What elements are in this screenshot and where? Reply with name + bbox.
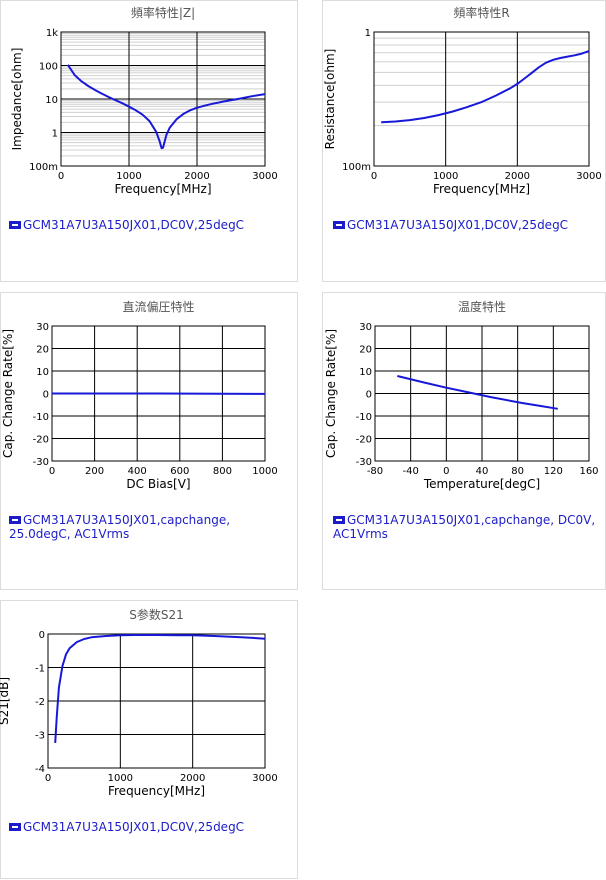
legend: GCM31A7U3A150JX01,DC0V,25degC xyxy=(9,218,244,232)
x-tick-label: 40 xyxy=(476,466,489,477)
x-tick-label: 800 xyxy=(213,466,232,477)
plot-frame xyxy=(374,32,589,166)
legend: GCM31A7U3A150JX01,capchange, DC0V,AC1Vrm… xyxy=(333,513,595,541)
legend: GCM31A7U3A150JX01,DC0V,25degC xyxy=(9,820,244,834)
y-axis-label: Cap. Change Rate[%] xyxy=(324,329,338,458)
x-tick-label: 0 xyxy=(58,171,64,182)
chart-title: 頻率特性R xyxy=(453,5,509,20)
y-tick-label: -3 xyxy=(35,731,45,742)
y-tick-label: -20 xyxy=(356,435,372,446)
y-tick-label: 0 xyxy=(39,630,45,641)
series-line xyxy=(55,635,265,743)
legend-swatch-icon xyxy=(9,516,21,524)
y-tick-label: -30 xyxy=(356,457,372,468)
chart-panel-resistance: 頻率特性R 0 1000 2000 3000 1 100m Frequency[MHz] Res… xyxy=(322,0,606,282)
y-axis-label: Resistance[ohm] xyxy=(323,49,337,150)
x-tick-label: 120 xyxy=(544,466,563,477)
x-axis-label: Frequency[MHz] xyxy=(114,182,211,196)
chart-title: 頻率特性|Z| xyxy=(131,5,195,20)
y-tick-label: -20 xyxy=(33,435,49,446)
x-tick-label: 0 xyxy=(371,171,377,182)
y-tick-label: 10 xyxy=(45,95,58,106)
x-tick-label: -40 xyxy=(402,466,418,477)
impedance-chart: 頻率特性|Z| 0 1000 2000 3000 1k 100 10 1 100m Frequenc… xyxy=(1,1,299,283)
y-tick-label: 100m xyxy=(342,162,371,173)
x-tick-label: 2000 xyxy=(180,773,205,784)
chart-title: 直流偏圧特性 xyxy=(122,299,194,314)
x-axis-label: DC Bias[V] xyxy=(126,477,190,491)
y-axis-label: S21[dB] xyxy=(0,677,11,725)
y-tick-label: 20 xyxy=(359,345,372,356)
y-tick-label: 100m xyxy=(29,162,58,173)
y-tick-label: 0 xyxy=(43,390,49,401)
y-tick-label: 1 xyxy=(52,129,58,140)
x-tick-label: 1000 xyxy=(116,171,141,182)
legend-swatch-icon xyxy=(9,221,21,229)
x-tick-label: 600 xyxy=(170,466,189,477)
legend: GCM31A7U3A150JX01,capchange,25.0degC, AC… xyxy=(9,513,230,541)
series-line xyxy=(397,376,558,409)
legend-text: 25.0degC, AC1Vrms xyxy=(9,527,129,541)
x-axis-label: Temperature[degC] xyxy=(423,477,540,491)
chart-panel-s21: S参数S21 0 1000 2000 3000 0 -1 -2 -3 -4 Frequency[MH… xyxy=(0,600,298,879)
y-tick-label: -1 xyxy=(35,664,45,675)
chart-panel-dc-bias: 直流偏圧特性 0 200 400 600 800 1000 30 20 10 0 -10 -20 -30 D… xyxy=(0,292,298,590)
legend-swatch-icon xyxy=(9,823,21,831)
legend-text: AC1Vrms xyxy=(333,527,388,541)
legend: GCM31A7U3A150JX01,DC0V,25degC xyxy=(333,218,568,232)
x-axis-label: Frequency[MHz] xyxy=(433,182,530,196)
legend-text: GCM31A7U3A150JX01,DC0V,25degC xyxy=(23,218,244,232)
x-tick-label: 400 xyxy=(128,466,147,477)
x-tick-label: 200 xyxy=(85,466,104,477)
x-axis-label: Frequency[MHz] xyxy=(108,784,205,798)
y-tick-label: -10 xyxy=(33,412,49,423)
x-tick-label: 2000 xyxy=(184,171,209,182)
x-tick-label: 2000 xyxy=(505,171,530,182)
y-tick-label: 30 xyxy=(36,322,49,333)
y-tick-label: 30 xyxy=(359,322,372,333)
x-tick-label: 0 xyxy=(443,466,449,477)
x-tick-label: 0 xyxy=(45,773,51,784)
legend-text: GCM31A7U3A150JX01,capchange, DC0V, xyxy=(347,513,595,527)
x-tick-label: 3000 xyxy=(252,171,277,182)
x-tick-label: 1000 xyxy=(252,466,277,477)
y-tick-label: 1 xyxy=(365,28,371,39)
x-tick-label: 3000 xyxy=(252,773,277,784)
y-axis-label: Cap. Change Rate[%] xyxy=(1,329,15,458)
y-tick-label: -2 xyxy=(35,697,45,708)
x-tick-label: 160 xyxy=(579,466,598,477)
legend-swatch-icon xyxy=(333,221,345,229)
y-tick-label: 0 xyxy=(366,390,372,401)
chart-panel-impedance: 頻率特性|Z| 0 1000 2000 3000 1k 100 10 1 100m Frequenc… xyxy=(0,0,298,282)
y-tick-label: 10 xyxy=(359,367,372,378)
s21-chart: S参数S21 0 1000 2000 3000 0 -1 -2 -3 -4 Frequency[MH… xyxy=(1,601,299,880)
y-tick-label: -4 xyxy=(35,764,45,775)
chart-title: 温度特性 xyxy=(458,299,506,314)
x-tick-label: 1000 xyxy=(433,171,458,182)
y-tick-label: 100 xyxy=(39,62,58,73)
chart-title: S参数S21 xyxy=(129,607,184,622)
resistance-chart: 頻率特性R 0 1000 2000 3000 1 100m Frequency[MHz] Res… xyxy=(323,1,606,283)
x-tick-label: 80 xyxy=(511,466,524,477)
y-tick-label: 20 xyxy=(36,345,49,356)
legend-swatch-icon xyxy=(333,516,345,524)
y-tick-label: -30 xyxy=(33,457,49,468)
y-tick-label: 1k xyxy=(46,28,58,39)
y-tick-label: -10 xyxy=(356,412,372,423)
y-tick-label: 10 xyxy=(36,367,49,378)
x-tick-label: 0 xyxy=(49,466,55,477)
legend-text: GCM31A7U3A150JX01,DC0V,25degC xyxy=(347,218,568,232)
x-tick-label: 1000 xyxy=(108,773,133,784)
y-axis-label: Impedance[ohm] xyxy=(10,48,24,151)
x-tick-label: 3000 xyxy=(576,171,601,182)
dc-bias-chart: 直流偏圧特性 0 200 400 600 800 1000 30 20 10 0 -10 -20 -30 D… xyxy=(1,293,299,591)
legend-text: GCM31A7U3A150JX01,DC0V,25degC xyxy=(23,820,244,834)
legend-text: GCM31A7U3A150JX01,capchange, xyxy=(23,513,230,527)
